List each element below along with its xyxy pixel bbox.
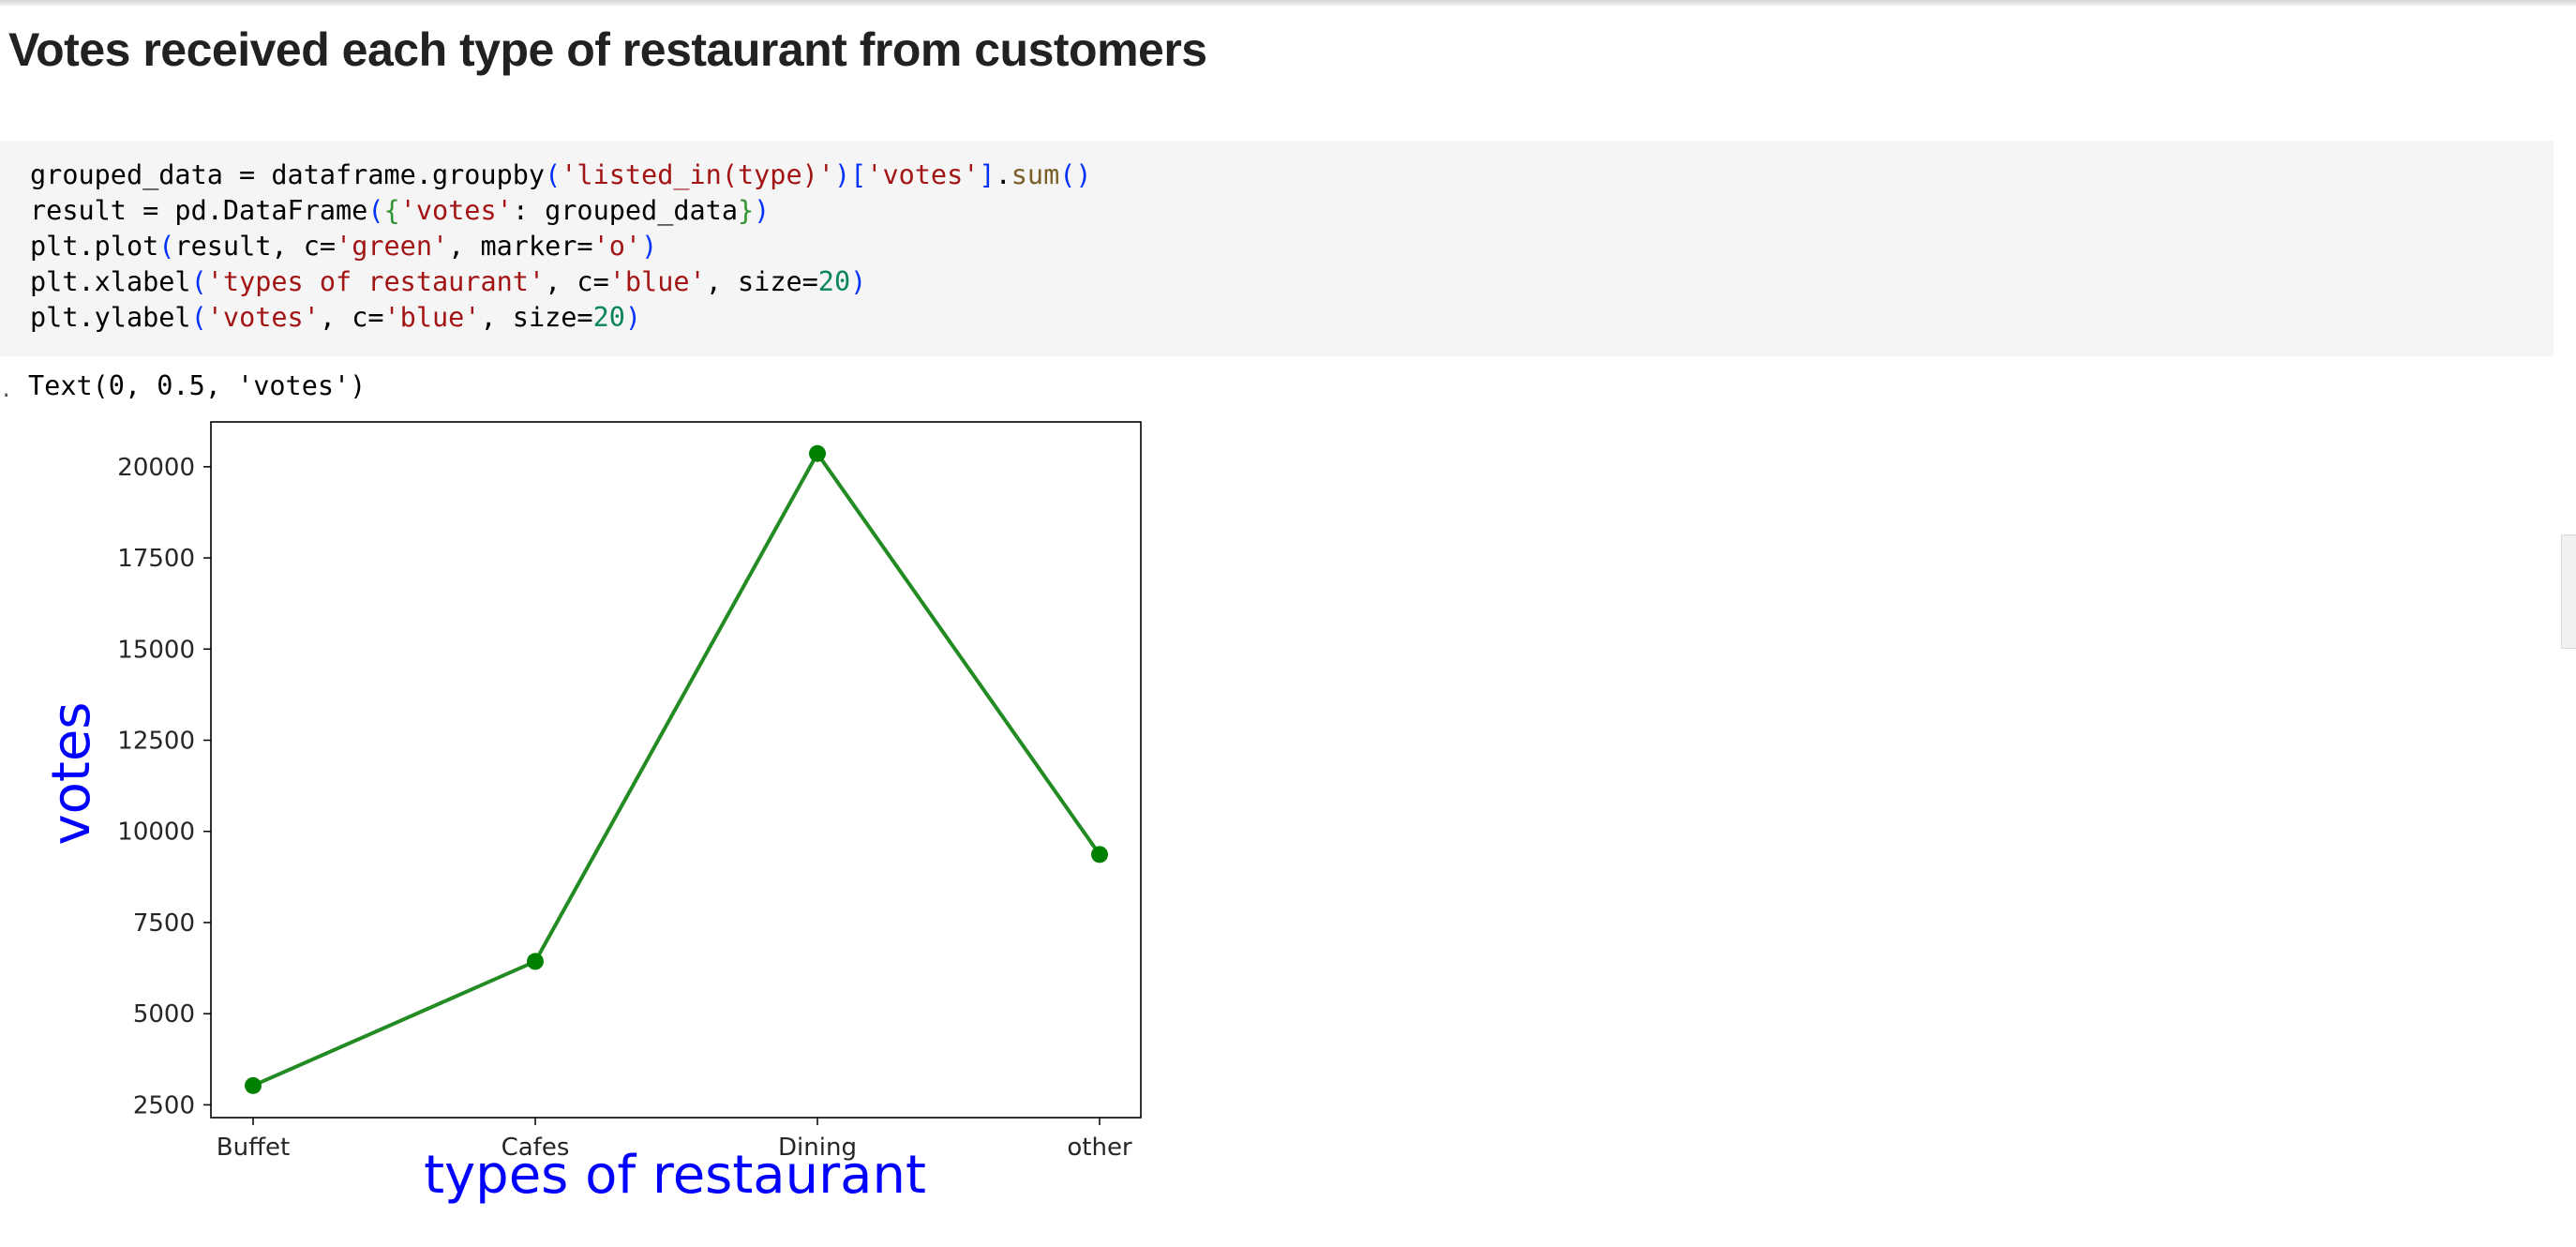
y-tick-label: 12500 [117,728,195,756]
code-token: result, c= [174,231,337,262]
y-tick-label: 20000 [117,454,195,482]
code-token: ( [545,159,562,190]
code-token: ) [754,195,771,226]
code-token: result = pd.DataFrame [30,195,368,226]
series-layer [245,444,1108,1094]
code-token: , size= [705,266,818,297]
y-tick-label: 2500 [133,1091,195,1119]
top-border [0,0,2576,6]
code-token: grouped_data = dataframe.groupby [30,159,546,190]
code-cell[interactable]: grouped_data = dataframe.groupby('listed… [0,141,2554,356]
code-token: ) [624,302,642,333]
code-token: ) [641,231,658,262]
code-token: 'votes' [206,302,320,333]
code-token: ) [833,159,851,190]
code-token: , size= [480,302,593,333]
code-token: 'blue' [608,266,706,297]
code-token: . [995,159,1011,190]
code-token: () [1059,159,1092,190]
x-axis-ticks: Buffet Cafes Dining other [217,1118,1132,1162]
plot-frame [210,421,1142,1119]
code-line: result = pd.DataFrame({'votes': grouped_… [30,195,770,226]
x-tick-label: Buffet [217,1134,290,1162]
line-chart: 2500 5000 7500 10000 12500 15000 17500 20000 Bu… [41,421,1142,1206]
y-tick-label: 7500 [133,909,195,938]
data-point-dining [809,444,826,462]
code-token: , marker= [448,231,593,262]
code-line: plt.plot(result, c='green', marker='o') [30,231,657,262]
code-token: 'listed_in(type)' [561,159,834,190]
code-token: 'types of restaurant' [206,266,546,297]
data-point-buffet [245,1076,262,1094]
code-token: 'o' [592,231,642,262]
code-token: ( [367,195,384,226]
x-tick-label: Dining [778,1134,857,1162]
y-tick-label: 5000 [133,1000,195,1029]
data-point-cafes [527,953,544,970]
code-token: { [383,195,400,226]
code-token: plt.plot [30,231,159,262]
y-tick-label: 15000 [117,636,195,664]
code-token: plt.ylabel [30,302,191,333]
code-token: 'blue' [383,302,481,333]
output-text: Text(0, 0.5, 'votes') [28,370,367,401]
code-token: 20 [592,302,625,333]
y-tick-label: 17500 [117,545,195,573]
code-editor[interactable]: grouped_data = dataframe.groupby('listed… [30,158,1092,336]
code-token: plt.xlabel [30,266,191,297]
y-axis-ticks: 2500 5000 7500 10000 12500 15000 17500 20000 [117,454,211,1119]
x-tick-label: Cafes [502,1134,570,1162]
y-axis-label: votes [41,702,102,846]
data-point-other [1091,846,1108,864]
code-token: 'votes' [866,159,980,190]
x-axis-label: types of restaurant [424,1145,926,1206]
code-token: 20 [817,266,851,297]
code-token: : grouped_data [512,195,738,226]
code-line: plt.xlabel('types of restaurant', c='blu… [30,266,866,297]
code-line: grouped_data = dataframe.groupby('listed… [30,159,1092,190]
code-token: ( [158,231,175,262]
code-token: 'green' [336,231,449,262]
code-token: 'votes' [399,195,513,226]
section-heading: Votes received each type of restaurant f… [8,23,1207,76]
code-token: ( [190,266,207,297]
x-tick-label: other [1067,1134,1132,1162]
code-token: [ [850,159,867,190]
code-token: } [738,195,755,226]
code-token: ) [850,266,867,297]
code-line: plt.ylabel('votes', c='blue', size=20) [30,302,641,333]
code-token: ( [190,302,207,333]
series-line [252,451,1101,1088]
code-token: , c= [319,302,384,333]
code-token: sum [1011,159,1060,190]
output-marker: · [0,384,13,408]
code-token: , c= [545,266,609,297]
code-token: ] [979,159,996,190]
y-tick-label: 10000 [117,819,195,847]
scrollbar-handle[interactable] [2561,534,2576,649]
